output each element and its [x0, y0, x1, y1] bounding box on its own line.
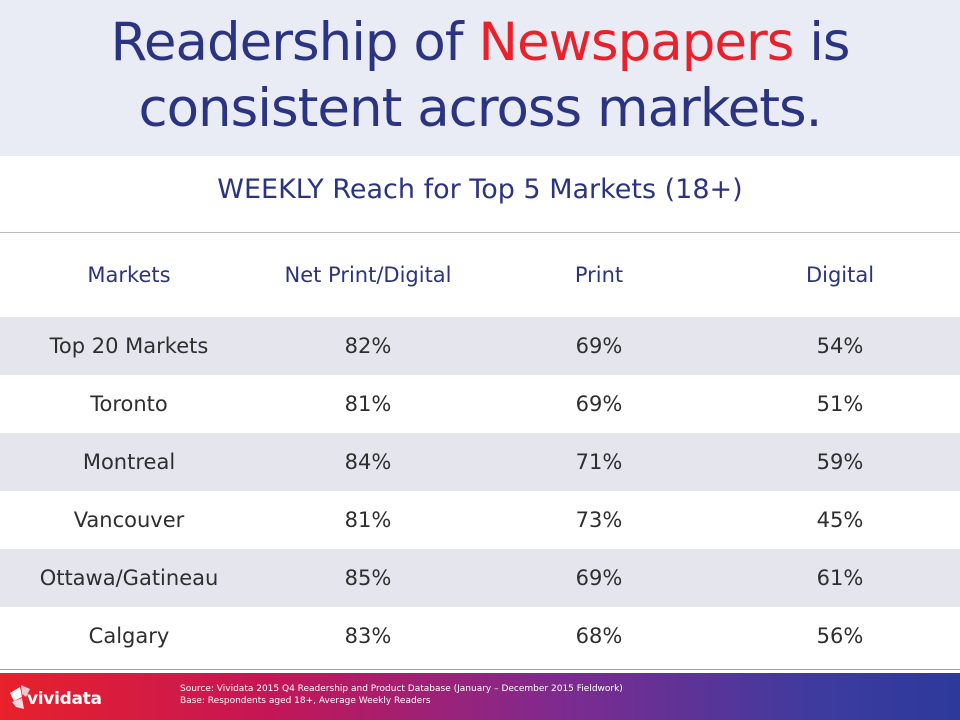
cell-market: Toronto	[90, 392, 168, 416]
table-row: Ottawa/Gatineau 85% 69% 61%	[0, 549, 960, 607]
cell-market: Vancouver	[73, 508, 185, 532]
footer-bar: vividata Source: Vividata 2015 Q4 Reader…	[0, 673, 960, 720]
title-part2: is	[793, 12, 850, 73]
base-line: Base: Respondents aged 18+, Average Week…	[180, 696, 431, 706]
slide-title: Readership of Newspapers is consistent a…	[0, 10, 960, 142]
divider-bottom	[0, 669, 960, 670]
header-digital: Digital	[805, 263, 875, 287]
cell-print: 69%	[575, 334, 623, 358]
header-markets: Markets	[87, 263, 171, 287]
source-line: Source: Vividata 2015 Q4 Readership and …	[180, 684, 623, 694]
divider-top	[0, 232, 960, 233]
cell-net: 81%	[344, 392, 392, 416]
cell-digital: 61%	[816, 566, 864, 590]
cell-net: 83%	[344, 624, 392, 648]
cell-digital: 45%	[816, 508, 864, 532]
cell-market: Ottawa/Gatineau	[39, 566, 219, 590]
table-header-row: Markets Net Print/Digital Print Digital	[0, 233, 960, 317]
cell-market: Calgary	[88, 624, 170, 648]
table-subtitle: WEEKLY Reach for Top 5 Markets (18+)	[217, 174, 743, 205]
cell-digital: 56%	[816, 624, 864, 648]
cell-print: 69%	[575, 392, 623, 416]
table-row: Montreal 84% 71% 59%	[0, 433, 960, 491]
cell-digital: 54%	[816, 334, 864, 358]
cell-print: 69%	[575, 566, 623, 590]
source-note: Source: Vividata 2015 Q4 Readership and …	[180, 683, 623, 707]
cell-print: 68%	[575, 624, 623, 648]
cell-net: 85%	[344, 566, 392, 590]
logo-text: vividata	[27, 689, 102, 709]
cell-print: 71%	[575, 450, 623, 474]
cell-print: 73%	[575, 508, 623, 532]
title-highlight: Newspapers	[478, 12, 794, 73]
cell-net: 81%	[344, 508, 392, 532]
header-net-print-digital: Net Print/Digital	[284, 263, 452, 287]
title-part1: Readership of	[110, 12, 479, 73]
vividata-logo-icon	[10, 685, 30, 709]
table-row: Toronto 81% 69% 51%	[0, 375, 960, 433]
table-row: Calgary 83% 68% 56%	[0, 607, 960, 665]
cell-net: 84%	[344, 450, 392, 474]
cell-market: Top 20 Markets	[49, 334, 209, 358]
cell-digital: 51%	[816, 392, 864, 416]
title-line2: consistent across markets.	[138, 78, 822, 139]
cell-net: 82%	[344, 334, 392, 358]
cell-market: Montreal	[82, 450, 176, 474]
readership-table: Markets Net Print/Digital Print Digital …	[0, 233, 960, 665]
header-print: Print	[574, 263, 624, 287]
title-band	[0, 0, 960, 156]
table-row: Top 20 Markets 82% 69% 54%	[0, 317, 960, 375]
cell-digital: 59%	[816, 450, 864, 474]
table-row: Vancouver 81% 73% 45%	[0, 491, 960, 549]
